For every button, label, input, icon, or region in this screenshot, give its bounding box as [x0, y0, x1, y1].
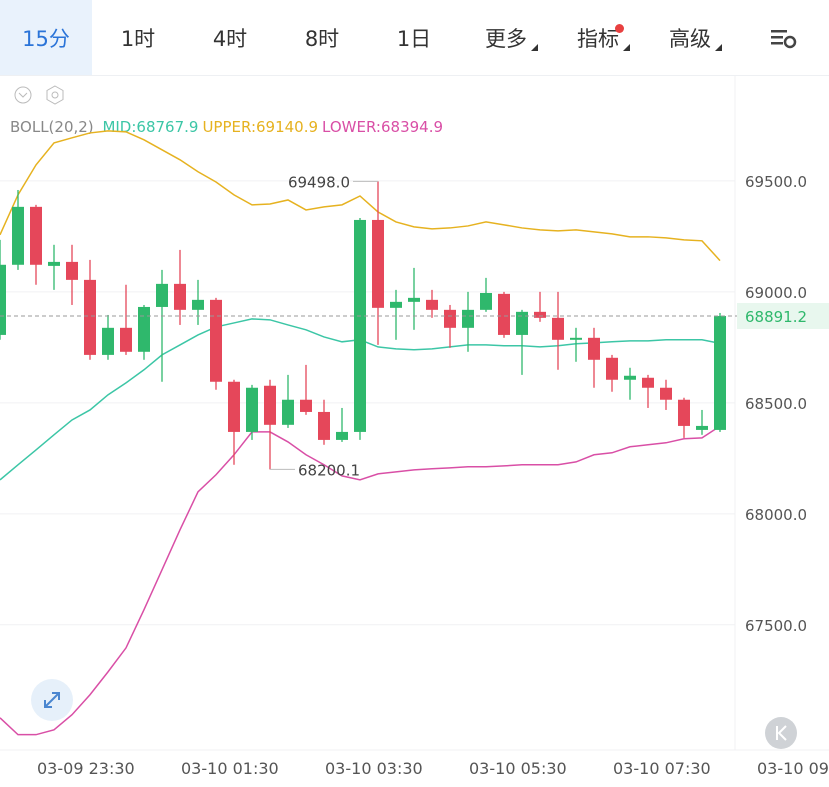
band-line: [0, 425, 721, 736]
candle-body: [84, 279, 96, 355]
low-label: 68200.1: [298, 461, 360, 479]
settings-hex-icon[interactable]: [46, 85, 64, 105]
y-tick-label: 67500.0: [745, 617, 807, 635]
candle-body: [300, 399, 312, 412]
scroll-end-button[interactable]: [765, 717, 797, 749]
candle-body: [534, 311, 546, 318]
candle-body: [462, 309, 474, 328]
collapse-icon[interactable]: [14, 86, 32, 104]
tab[interactable]: 更多: [460, 0, 552, 75]
collapse-icon-chevron: [18, 92, 28, 98]
candle-body: [66, 261, 78, 280]
candle-body: [264, 385, 276, 425]
tab[interactable]: 高级: [644, 0, 736, 75]
candle-body: [570, 337, 582, 340]
candle-body: [228, 381, 240, 432]
indicator-name: BOLL(20,2): [10, 118, 94, 136]
x-tick-label: 03-10 03:30: [325, 759, 423, 778]
x-tick-label: 03-10 07:30: [613, 759, 711, 778]
last-price-box: [737, 303, 829, 330]
legend-entry: UPPER:69140.9: [202, 118, 318, 136]
candle-body: [282, 399, 294, 425]
y-tick-label: 68500.0: [745, 395, 807, 413]
settings-hex-dot: [51, 91, 59, 99]
tab-label: 高级: [669, 26, 711, 51]
x-tick-label: 03-10 05:30: [469, 759, 567, 778]
candle-body: [714, 316, 726, 430]
indicator-legend: BOLL(20,2) MID:68767.9 UPPER:69140.9 LOWER…: [10, 118, 443, 136]
candle-body: [480, 292, 492, 310]
candle-body: [354, 219, 366, 432]
candle-body: [336, 431, 348, 440]
settings-button[interactable]: [736, 0, 829, 75]
x-tick-label: 03-09 23:30: [37, 759, 135, 778]
candle-body: [318, 411, 330, 440]
tab[interactable]: 15分: [0, 0, 92, 75]
tab[interactable]: 1日: [396, 26, 432, 51]
candle-body: [174, 283, 186, 310]
y-tick-label: 69000.0: [745, 284, 807, 302]
dropdown-arrow: [531, 44, 538, 51]
badge-dot: [615, 24, 624, 33]
candle-body: [102, 327, 114, 355]
candle-body: [138, 306, 150, 352]
dropdown-arrow: [623, 44, 630, 51]
candle-body: [444, 309, 456, 328]
tab[interactable]: 8时: [304, 26, 340, 51]
scroll-end-icon: [776, 725, 787, 741]
expand-icon: [44, 692, 60, 708]
high-label: 69498.0: [288, 173, 350, 191]
candle-body: [408, 297, 420, 302]
candle-body: [48, 261, 60, 266]
candle-body: [192, 299, 204, 310]
tab-label: 指标: [577, 26, 619, 51]
candle-body: [246, 387, 258, 432]
candle-body: [642, 377, 654, 388]
candle-body: [426, 299, 438, 310]
candle-body: [696, 425, 708, 430]
y-tick-label: 68000.0: [745, 506, 807, 524]
tab[interactable]: 4时: [212, 26, 248, 51]
candle-body: [606, 357, 618, 380]
candle-body: [30, 206, 42, 265]
tab-bar: 15分 1时 4时 8时 1日 更多 指标 高级: [0, 0, 829, 76]
settings-icon: [770, 29, 796, 48]
x-tick-label: 03-10 01:30: [181, 759, 279, 778]
candle-body: [156, 283, 168, 307]
candle-body: [120, 327, 132, 352]
candle-body: [678, 399, 690, 426]
legend-entry: MID:68767.9: [102, 118, 198, 136]
last-price-label: 68891.2: [745, 308, 807, 326]
x-tick-label: 03-10 09: [757, 759, 829, 778]
tab-label: 更多: [485, 26, 527, 51]
candle-body: [516, 311, 528, 335]
dropdown-arrow: [715, 44, 722, 51]
candle-body: [210, 299, 222, 382]
candle-body: [372, 219, 384, 308]
candle-body: [12, 206, 24, 265]
candle-body: [552, 317, 564, 340]
candle-body: [498, 293, 510, 335]
y-tick-label: 69500.0: [745, 173, 807, 191]
candle-body: [588, 337, 600, 360]
candle-body: [0, 264, 6, 335]
tab[interactable]: 1时: [120, 26, 156, 51]
candle-body: [660, 387, 672, 400]
candle-body: [624, 375, 636, 380]
tab[interactable]: 指标: [552, 0, 644, 75]
band-line: [0, 130, 721, 262]
legend-entry: LOWER:68394.9: [322, 118, 443, 136]
candle-body: [390, 301, 402, 308]
